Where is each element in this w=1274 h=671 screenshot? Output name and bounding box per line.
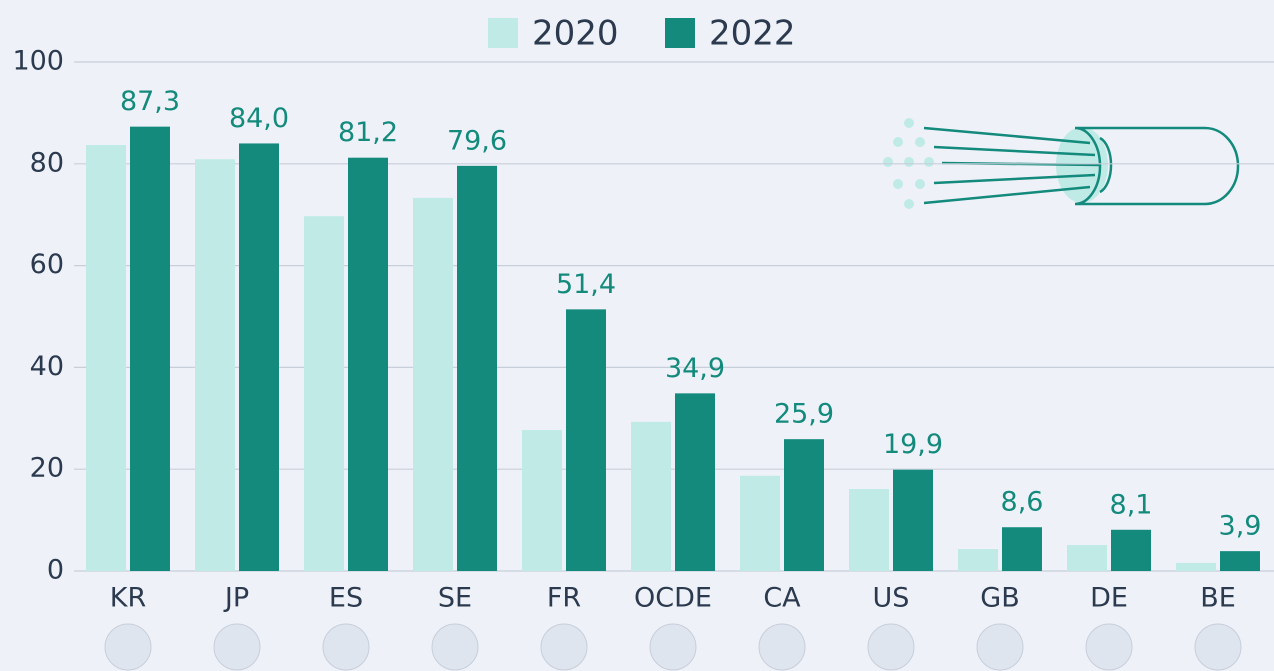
legend-label: 2022: [709, 14, 796, 54]
bar: [566, 309, 606, 571]
value-label: 3,9: [1219, 511, 1262, 542]
x-tick-label: OCDE: [634, 583, 712, 614]
flag-icon: [759, 624, 805, 670]
bar: [849, 489, 889, 571]
x-tick-label: BE: [1200, 583, 1236, 614]
y-tick-label: 80: [30, 147, 64, 178]
flag-icon: [541, 624, 587, 670]
bar: [675, 393, 715, 571]
bar: [631, 422, 671, 571]
y-tick-label: 100: [12, 46, 64, 77]
value-label: 8,6: [1001, 487, 1044, 518]
flag-icon: [214, 624, 260, 670]
flag-icon: [432, 624, 478, 670]
x-tick-label: US: [873, 583, 910, 614]
x-tick-label: ES: [329, 583, 363, 614]
value-label: 34,9: [665, 353, 725, 384]
bar: [784, 439, 824, 571]
flag-icon: [650, 624, 696, 670]
flag-icon: [1086, 624, 1132, 670]
value-label: 8,1: [1110, 489, 1153, 520]
flag-icon: [977, 624, 1023, 670]
flag-icon: [323, 624, 369, 670]
bar: [457, 166, 497, 571]
bar: [893, 470, 933, 571]
value-label: 84,0: [229, 103, 289, 134]
value-label: 51,4: [556, 269, 616, 300]
y-tick-label: 20: [30, 453, 64, 484]
y-tick-label: 60: [30, 249, 64, 280]
x-tick-label: DE: [1090, 583, 1128, 614]
bar: [1067, 545, 1107, 571]
bar: [130, 127, 170, 571]
bar: [958, 549, 998, 571]
x-tick-label: FR: [547, 583, 581, 614]
flag-icon: [105, 624, 151, 670]
bar: [239, 143, 279, 571]
value-label: 87,3: [120, 86, 180, 117]
bar: [1176, 563, 1216, 571]
legend-label: 2020: [532, 14, 619, 54]
value-label: 81,2: [338, 117, 398, 148]
value-label: 79,6: [447, 125, 507, 156]
x-tick-label: GB: [980, 583, 1019, 614]
bar: [522, 430, 562, 571]
bar: [304, 216, 344, 571]
bar: [413, 198, 453, 571]
x-tick-label: KR: [110, 583, 146, 614]
bar: [195, 159, 235, 571]
bar: [1220, 551, 1260, 571]
y-tick-label: 40: [30, 351, 64, 382]
bar: [348, 158, 388, 571]
value-label: 25,9: [774, 399, 834, 430]
x-tick-label: CA: [763, 583, 801, 614]
chart: 0 20 40 60 80 100 2020 2022 KR 87,3 JP 84,0 ES 81,2 SE…: [0, 0, 1274, 671]
x-tick-label: SE: [438, 583, 472, 614]
x-tick-label: JP: [223, 583, 249, 614]
bar: [86, 145, 126, 571]
flag-icon: [868, 624, 914, 670]
legend-swatch: [665, 18, 695, 48]
bar: [740, 476, 780, 571]
legend-swatch: [488, 18, 518, 48]
y-tick-label: 0: [47, 555, 64, 586]
flag-icon: [1195, 624, 1241, 670]
bar: [1002, 527, 1042, 571]
value-label: 19,9: [883, 429, 943, 460]
bar: [1111, 530, 1151, 571]
